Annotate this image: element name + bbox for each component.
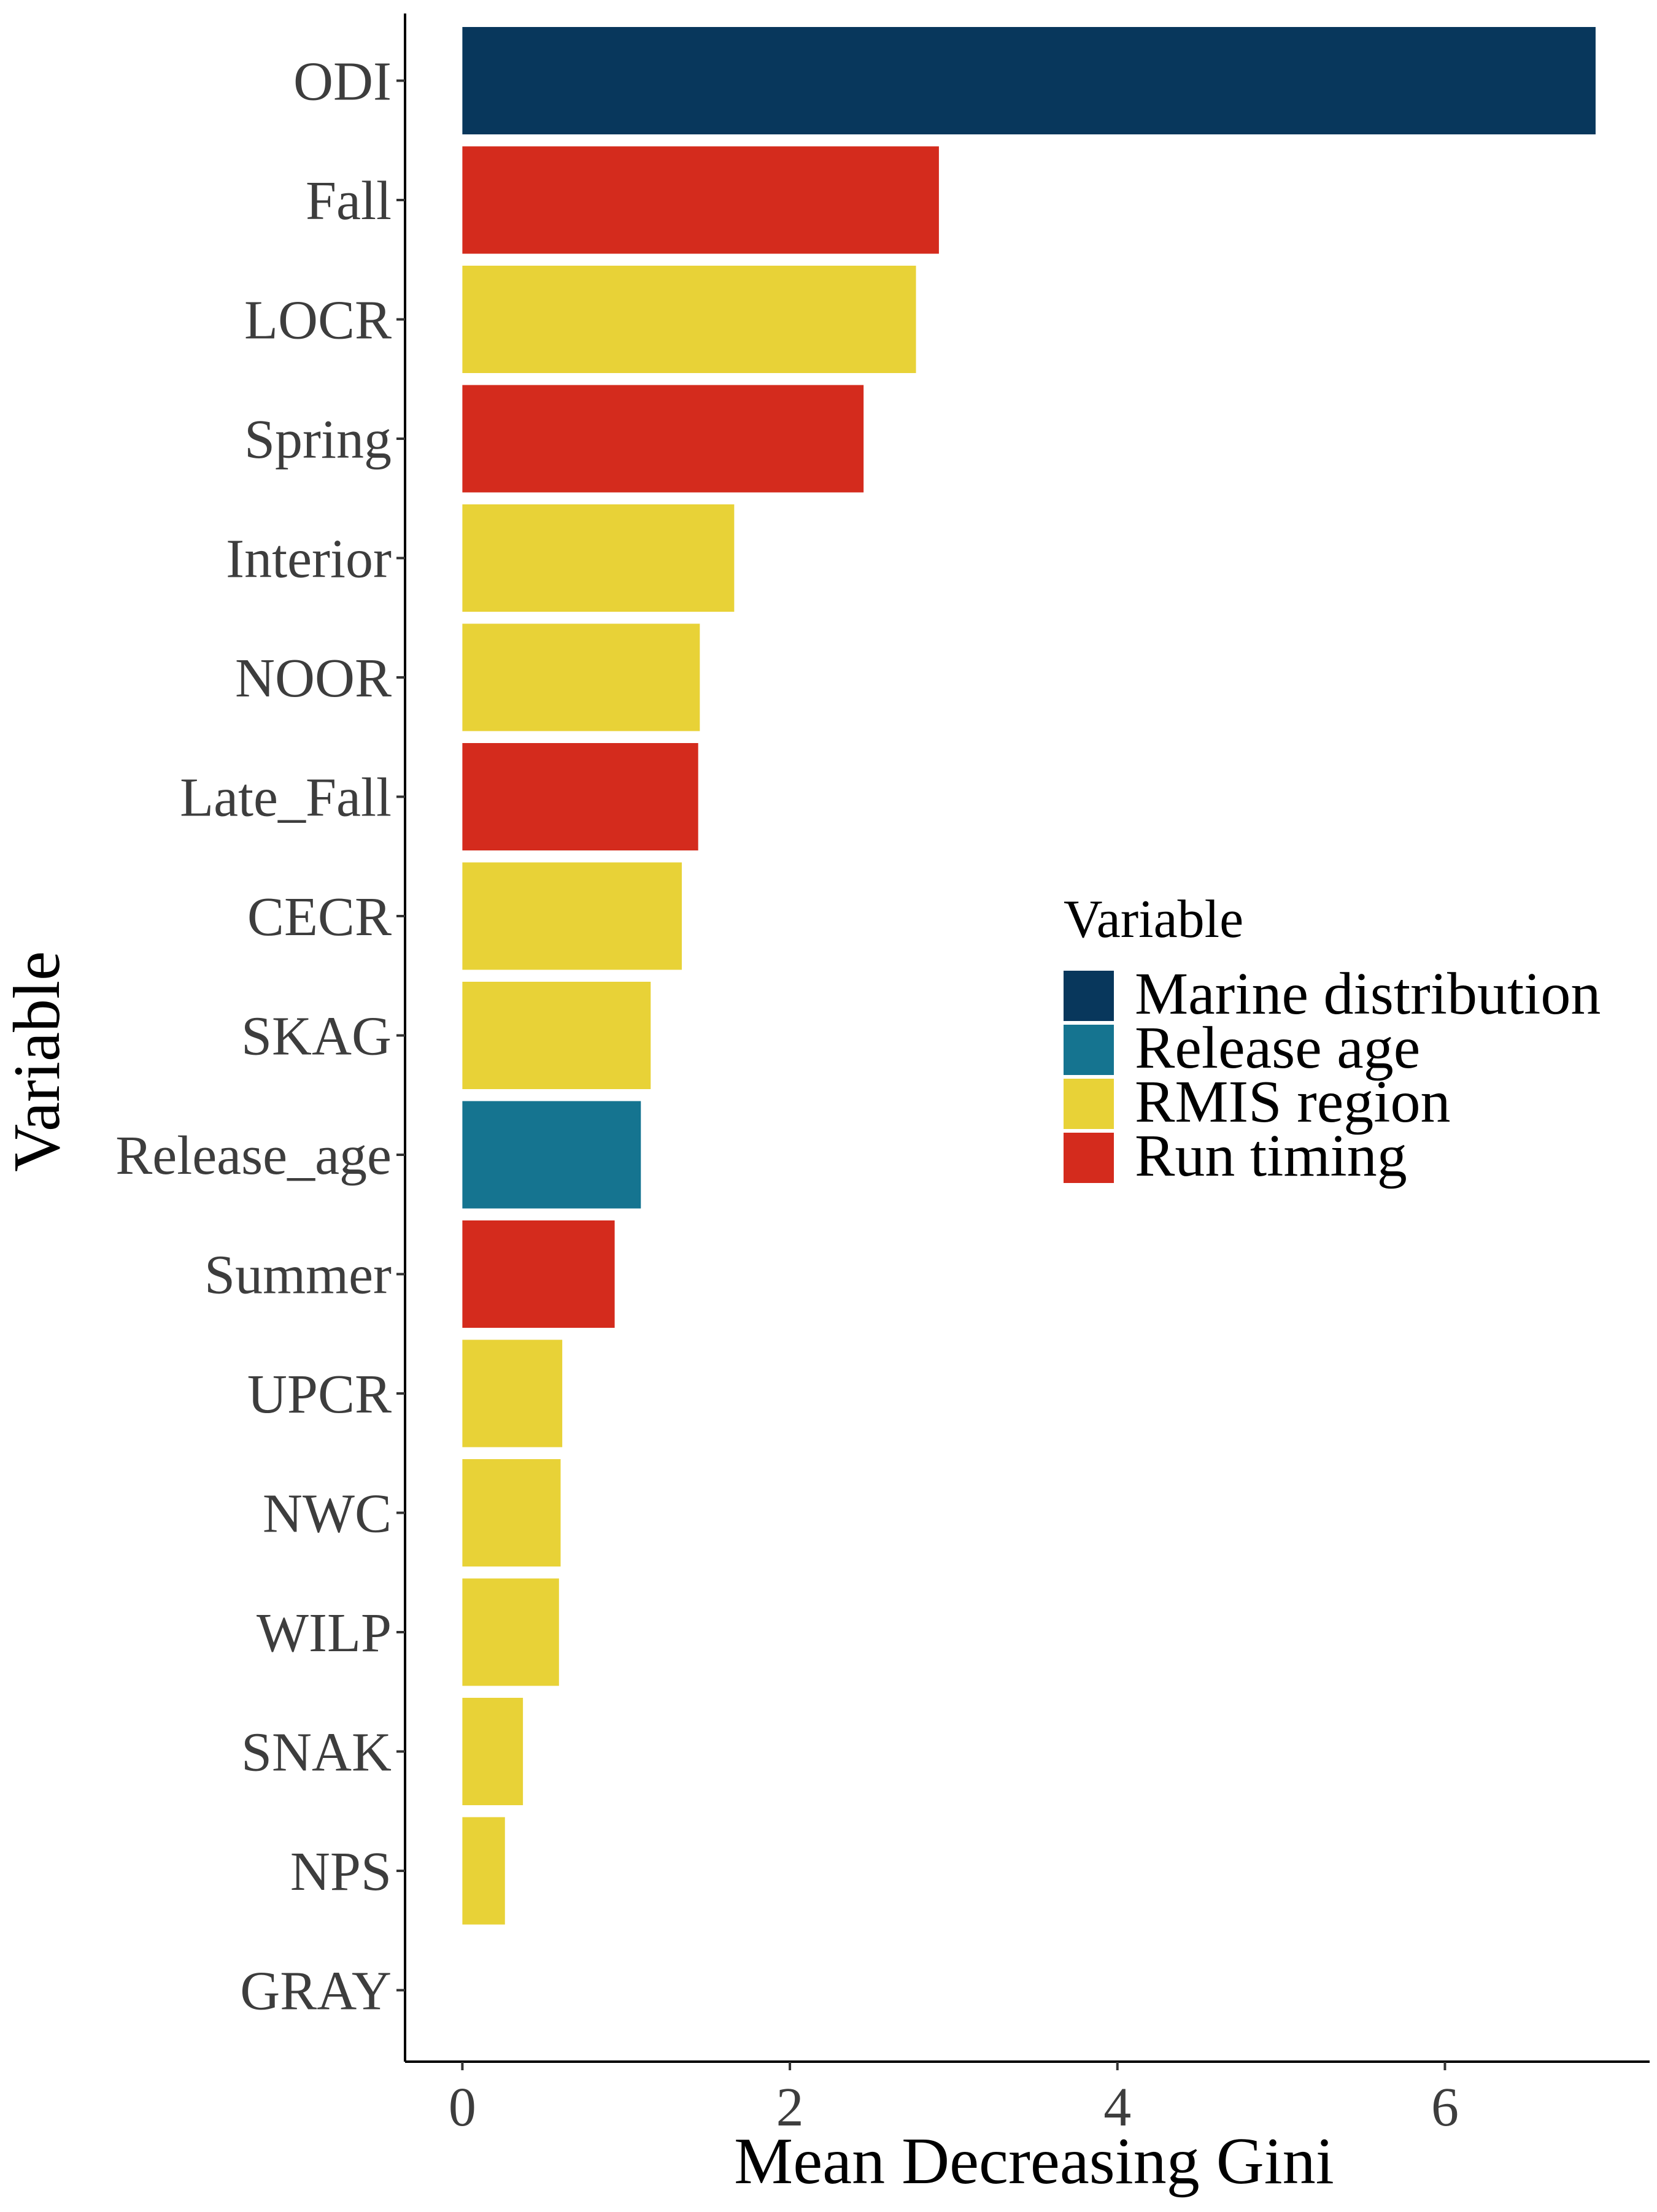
x-tick-label-6: 6 bbox=[1431, 2077, 1459, 2138]
labels-layer: ODI Fall LOCR Spring Interior NOOR Late_Fall CE… bbox=[115, 52, 1459, 2138]
legend-title: Variable bbox=[1064, 890, 1243, 949]
bar-nps bbox=[462, 1817, 505, 1925]
y-tick-label-snak: SNAK bbox=[241, 1722, 392, 1783]
y-tick-label-upcr: UPCR bbox=[247, 1364, 392, 1425]
y-axis-title: Variable bbox=[1, 951, 74, 1172]
legend-key-marine-distribution bbox=[1064, 971, 1114, 1021]
y-tick-label-fall: Fall bbox=[306, 171, 392, 231]
y-tick-label-spring: Spring bbox=[244, 409, 392, 470]
bar-skag bbox=[462, 982, 651, 1089]
legend-label-run-timing: Run timing bbox=[1135, 1123, 1407, 1189]
x-tick-label-0: 0 bbox=[449, 2077, 476, 2138]
y-tick-label-late-fall: Late_Fall bbox=[180, 768, 392, 828]
legend-key-run-timing bbox=[1064, 1133, 1114, 1183]
y-tick-label-wilp: WILP bbox=[257, 1603, 392, 1663]
y-tick-label-gray: GRAY bbox=[240, 1961, 392, 2022]
y-tick-label-interior: Interior bbox=[226, 529, 392, 590]
y-tick-label-summer: Summer bbox=[204, 1245, 392, 1306]
bar-locr bbox=[462, 266, 916, 373]
bar-interior bbox=[462, 504, 735, 612]
x-tick-label-4: 4 bbox=[1103, 2077, 1131, 2138]
bar-snak bbox=[462, 1698, 523, 1805]
y-tick-label-odi: ODI bbox=[293, 52, 392, 112]
legend-label-rmis-region: RMIS region bbox=[1135, 1069, 1451, 1135]
x-axis-title: Mean Decreasing Gini bbox=[734, 2125, 1334, 2198]
axes-layer bbox=[396, 13, 1650, 2070]
y-tick-label-skag: SKAG bbox=[241, 1006, 392, 1067]
bar-cecr bbox=[462, 862, 682, 970]
bar-nwc bbox=[462, 1459, 561, 1567]
bar-noor bbox=[462, 623, 700, 731]
x-tick-label-2: 2 bbox=[776, 2077, 804, 2138]
legend-key-rmis-region bbox=[1064, 1079, 1114, 1129]
bar-wilp bbox=[462, 1578, 559, 1686]
bar-spring bbox=[462, 385, 864, 493]
y-tick-label-release-age: Release_age bbox=[115, 1125, 392, 1186]
y-tick-label-cecr: CECR bbox=[247, 887, 392, 947]
y-tick-label-noor: NOOR bbox=[235, 648, 392, 709]
bar-late-fall bbox=[462, 743, 698, 850]
legend-key-release-age bbox=[1064, 1025, 1114, 1075]
y-tick-label-nps: NPS bbox=[290, 1841, 392, 1902]
bar-upcr bbox=[462, 1339, 563, 1447]
y-tick-label-locr: LOCR bbox=[244, 290, 392, 351]
bar-odi bbox=[462, 27, 1596, 134]
legend-label-release-age: Release age bbox=[1135, 1015, 1420, 1081]
y-tick-label-nwc: NWC bbox=[263, 1484, 392, 1544]
bar-fall bbox=[462, 146, 939, 254]
legend-label-marine-distribution: Marine distribution bbox=[1135, 961, 1601, 1027]
bar-summer bbox=[462, 1220, 615, 1328]
bars-layer bbox=[462, 27, 1596, 1925]
bar-release-age bbox=[462, 1101, 641, 1209]
